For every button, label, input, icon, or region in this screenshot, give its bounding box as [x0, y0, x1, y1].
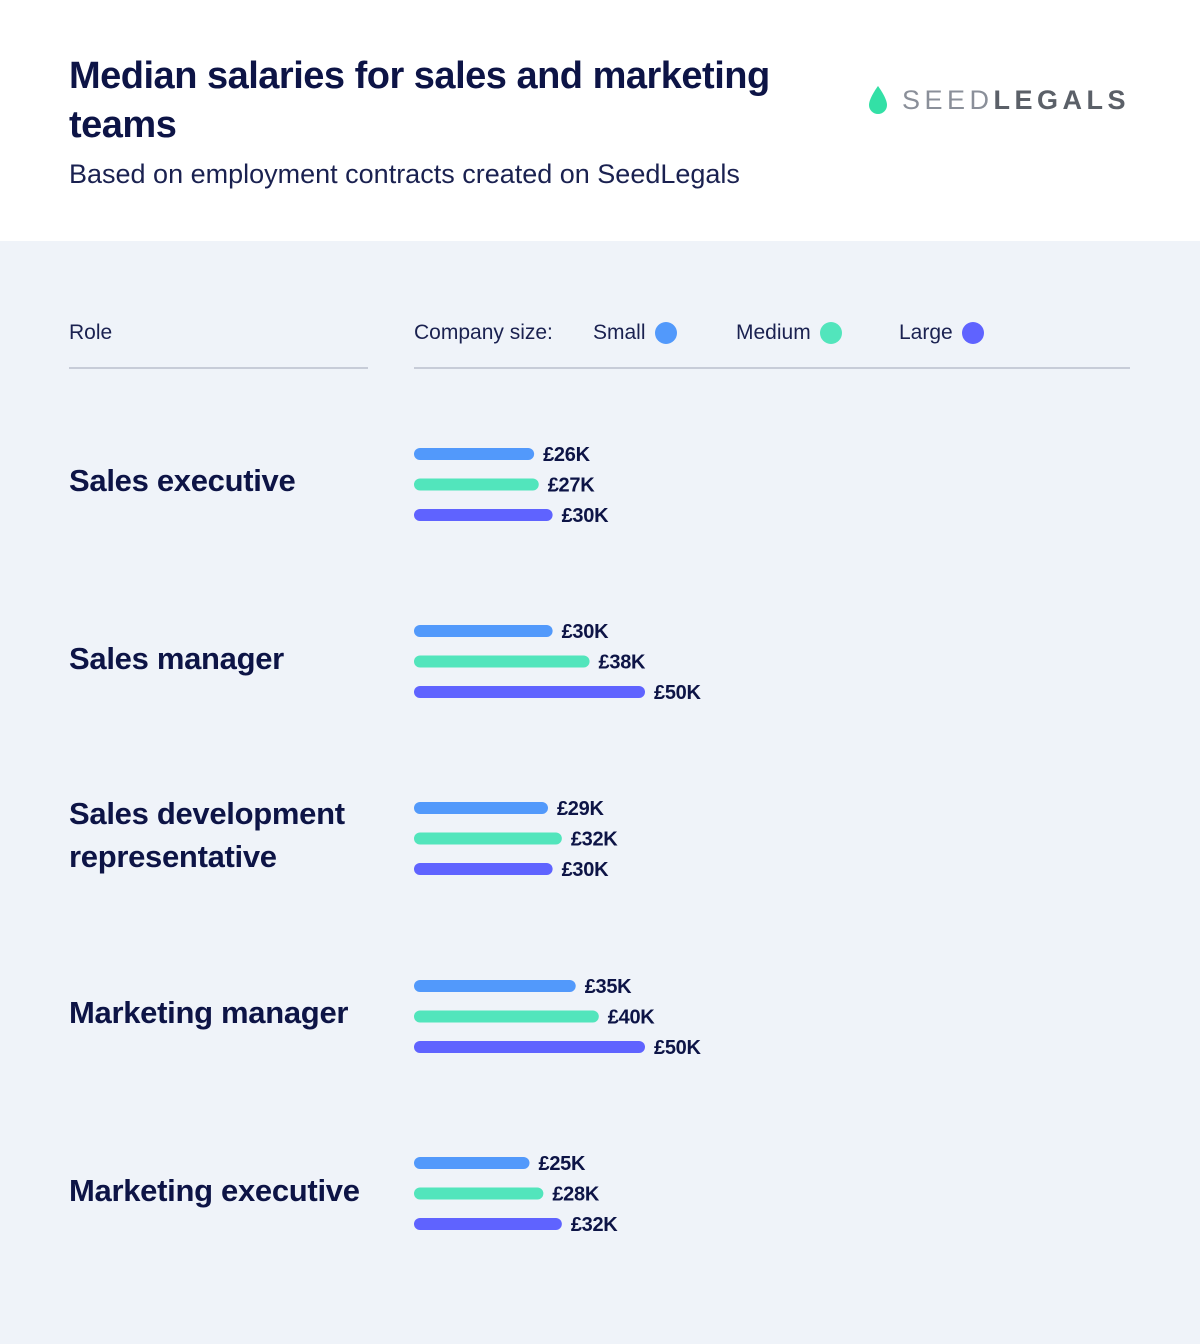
bar-sales-executive-medium: [414, 478, 539, 491]
chart-column-divider: [414, 367, 1130, 369]
bar-sales-manager-large: [414, 686, 645, 698]
legend-dot-large: [961, 322, 984, 344]
data-label-sales-manager-medium: £38K: [599, 652, 646, 674]
droplet-icon: [869, 86, 887, 114]
bar-sales-development-representative-medium: [414, 832, 562, 845]
chart-subtitle: Based on employment contracts created on…: [69, 159, 740, 189]
data-label-sales-manager-small: £30K: [562, 621, 609, 643]
bar-marketing-manager-large: [414, 1041, 645, 1053]
bar-sales-manager-small: [414, 625, 553, 637]
role-label-sales-executive: Sales executive: [69, 463, 296, 498]
data-label-marketing-executive-medium: £28K: [552, 1184, 599, 1206]
legend-label-medium: Medium: [736, 321, 811, 344]
legend-title: Company size:: [414, 321, 553, 344]
data-label-sales-development-representative-small: £29K: [557, 798, 604, 820]
bar-sales-manager-medium: [414, 655, 590, 668]
legend-label-large: Large: [899, 321, 953, 344]
role-label-marketing-executive: Marketing executive: [69, 1173, 360, 1208]
logo-text: SEEDLEGALS: [902, 84, 1130, 116]
logo-text-light: SEED: [902, 85, 994, 115]
role-label-sales-development-representative: Sales development representative: [69, 796, 345, 874]
chart-panel: [0, 241, 1200, 1344]
role-column-header: Role: [69, 321, 113, 344]
role-column-divider: [69, 367, 368, 369]
legend-item-medium: Medium: [736, 320, 842, 346]
bar-sales-executive-small: [414, 448, 535, 460]
bar-sales-development-representative-small: [414, 802, 548, 814]
data-label-marketing-manager-small: £35K: [585, 976, 632, 998]
header: Median salaries for sales and marketing …: [0, 0, 1200, 241]
data-label-marketing-executive-large: £32K: [571, 1214, 618, 1236]
bar-marketing-manager-medium: [414, 1010, 599, 1023]
data-label-sales-executive-small: £26K: [543, 444, 590, 466]
legend-item-small: Small: [593, 320, 677, 346]
role-label-sales-manager: Sales manager: [69, 641, 284, 676]
bar-marketing-executive-small: [414, 1157, 530, 1169]
seedlegals-logo: SEEDLEGALS: [868, 84, 1130, 116]
legend-dot-medium: [819, 322, 842, 344]
logo-text-bold: LEGALS: [993, 85, 1131, 115]
bar-marketing-executive-large: [414, 1218, 562, 1230]
role-label-marketing-manager: Marketing manager: [69, 995, 349, 1030]
data-label-marketing-manager-medium: £40K: [608, 1007, 655, 1029]
bar-sales-executive-large: [414, 509, 553, 521]
legend-item-large: Large: [899, 320, 984, 346]
data-label-marketing-executive-small: £25K: [539, 1153, 586, 1175]
bar-marketing-executive-medium: [414, 1187, 544, 1200]
chart-title: Median salaries for sales and marketing …: [69, 55, 770, 146]
bar-sales-development-representative-large: [414, 863, 553, 875]
bar-marketing-manager-small: [414, 980, 576, 992]
data-label-sales-development-representative-large: £30K: [562, 859, 609, 881]
data-label-sales-manager-large: £50K: [654, 682, 701, 704]
data-label-sales-executive-large: £30K: [562, 505, 609, 527]
data-label-sales-executive-medium: £27K: [548, 475, 595, 497]
data-label-sales-development-representative-medium: £32K: [571, 829, 618, 851]
data-label-marketing-manager-large: £50K: [654, 1037, 701, 1059]
legend-dot-small: [654, 322, 677, 344]
legend-label-small: Small: [593, 321, 646, 344]
